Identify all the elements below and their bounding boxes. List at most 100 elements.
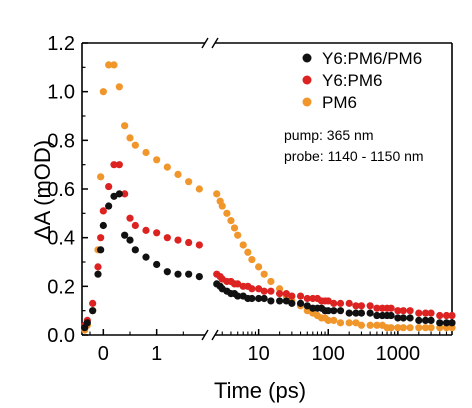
data-point-s0-4 [97,246,105,254]
data-point-s0-35 [303,302,311,310]
data-point-s1-51 [394,307,402,315]
data-point-s0-10 [126,236,134,244]
data-point-s1-24 [234,280,242,288]
data-point-s0-1 [83,319,91,327]
data-point-s1-59 [448,311,456,320]
data-point-s0-14 [163,268,171,276]
data-point-s2-45 [357,321,366,329]
data-point-s1-31 [276,290,284,298]
y-tick-label-3: 0.6 [47,179,75,201]
data-point-s1-16 [185,238,193,247]
data-point-s0-47 [373,311,381,320]
data-point-s0-51 [394,314,402,322]
data-point-s0-28 [255,294,263,303]
data-point-s2-41 [330,316,338,324]
data-point-s0-53 [406,314,414,322]
data-point-s1-27 [248,285,256,293]
data-point-s0-17 [195,273,203,281]
annotation-pump: pump: 365 nm [284,127,374,143]
data-point-s1-41 [330,299,338,307]
data-point-s0-55 [421,316,430,324]
data-point-s2-54 [415,324,423,332]
data-point-s2-15 [174,170,182,178]
data-point-s0-12 [142,253,150,261]
data-point-s1-47 [373,304,381,312]
data-point-s2-8 [115,83,123,91]
data-point-s2-42 [336,319,345,327]
data-point-s2-5 [99,88,107,96]
data-point-s2-40 [324,316,332,324]
data-point-s0-29 [260,294,268,303]
data-point-s1-55 [421,309,430,317]
data-point-s0-6 [105,202,113,210]
axes-layer: 0.0 0.2 0.4 0.6 0.8 1.0 1.2 0 1 10 100 1000 [47,33,453,365]
data-point-s0-56 [427,316,435,324]
data-point-s1-2 [89,299,97,307]
x-tick-label-0: 0 [98,343,109,365]
data-point-s1-35 [303,294,311,303]
axis-break-mark-0-1 [211,37,219,49]
data-point-s0-13 [153,260,161,269]
data-point-s1-30 [267,287,275,295]
data-point-s2-12 [142,148,150,157]
legend-marker-1 [302,75,312,85]
legend-label-0: Y6:PM6/PM6 [322,49,422,68]
data-point-s2-26 [244,248,252,256]
data-point-s1-44 [352,302,360,310]
data-point-s2-17 [195,185,203,193]
data-point-s1-34 [296,292,305,300]
data-point-s2-53 [406,324,414,332]
data-point-s2-9 [121,122,129,130]
data-point-s0-9 [121,231,129,239]
legend: Y6:PM6/PM6 Y6:PM6 PM6 [302,49,422,112]
data-point-s0-5 [99,221,107,230]
data-point-s2-56 [427,324,435,332]
data-point-s1-13 [153,229,161,237]
data-point-s0-31 [276,297,284,305]
data-point-s2-11 [131,141,139,149]
data-point-s1-33 [288,292,296,300]
data-point-s1-5 [99,207,107,215]
data-point-s1-45 [357,302,366,310]
data-point-s0-3 [94,270,102,278]
data-point-s1-52 [399,307,407,315]
data-point-s2-10 [126,134,134,142]
data-point-s1-8 [115,161,123,169]
legend-marker-2 [302,97,312,107]
x-tick-label-2: 10 [248,343,270,365]
data-point-s1-10 [126,214,134,222]
data-point-s2-30 [267,277,275,286]
data-point-s0-33 [288,299,296,307]
data-point-s0-57 [436,319,444,327]
data-point-s1-56 [427,309,435,317]
data-point-s2-22 [227,217,235,225]
data-point-s0-27 [248,294,256,303]
data-point-s0-58 [442,319,451,327]
data-point-s1-32 [282,290,290,298]
legend-label-2: PM6 [322,93,357,112]
data-point-s2-47 [373,321,381,329]
data-point-s1-14 [163,234,171,242]
y-tick-label-0: 0.0 [47,325,75,347]
data-point-s1-46 [366,302,374,310]
x-tick-label-4: 1000 [376,343,421,365]
data-point-s0-15 [174,270,182,278]
y-axis-label: ΔA (mOD) [30,140,55,240]
data-point-s0-11 [131,246,139,254]
data-point-s0-44 [352,309,360,317]
data-point-s2-51 [394,324,402,332]
data-point-s2-13 [153,156,161,164]
data-point-s0-43 [345,309,353,317]
data-point-s2-46 [366,321,374,329]
data-point-s2-21 [223,209,231,217]
data-point-s1-12 [142,226,150,234]
data-point-s0-42 [336,307,345,315]
data-point-s0-30 [267,297,275,305]
x-tick-label-1: 1 [151,343,162,365]
y-tick-label-4: 0.8 [47,130,75,152]
data-point-s2-43 [345,319,353,327]
data-point-s0-2 [89,307,97,315]
axis-break-mark-1-1 [211,329,219,341]
data-point-s1-50 [387,304,395,312]
